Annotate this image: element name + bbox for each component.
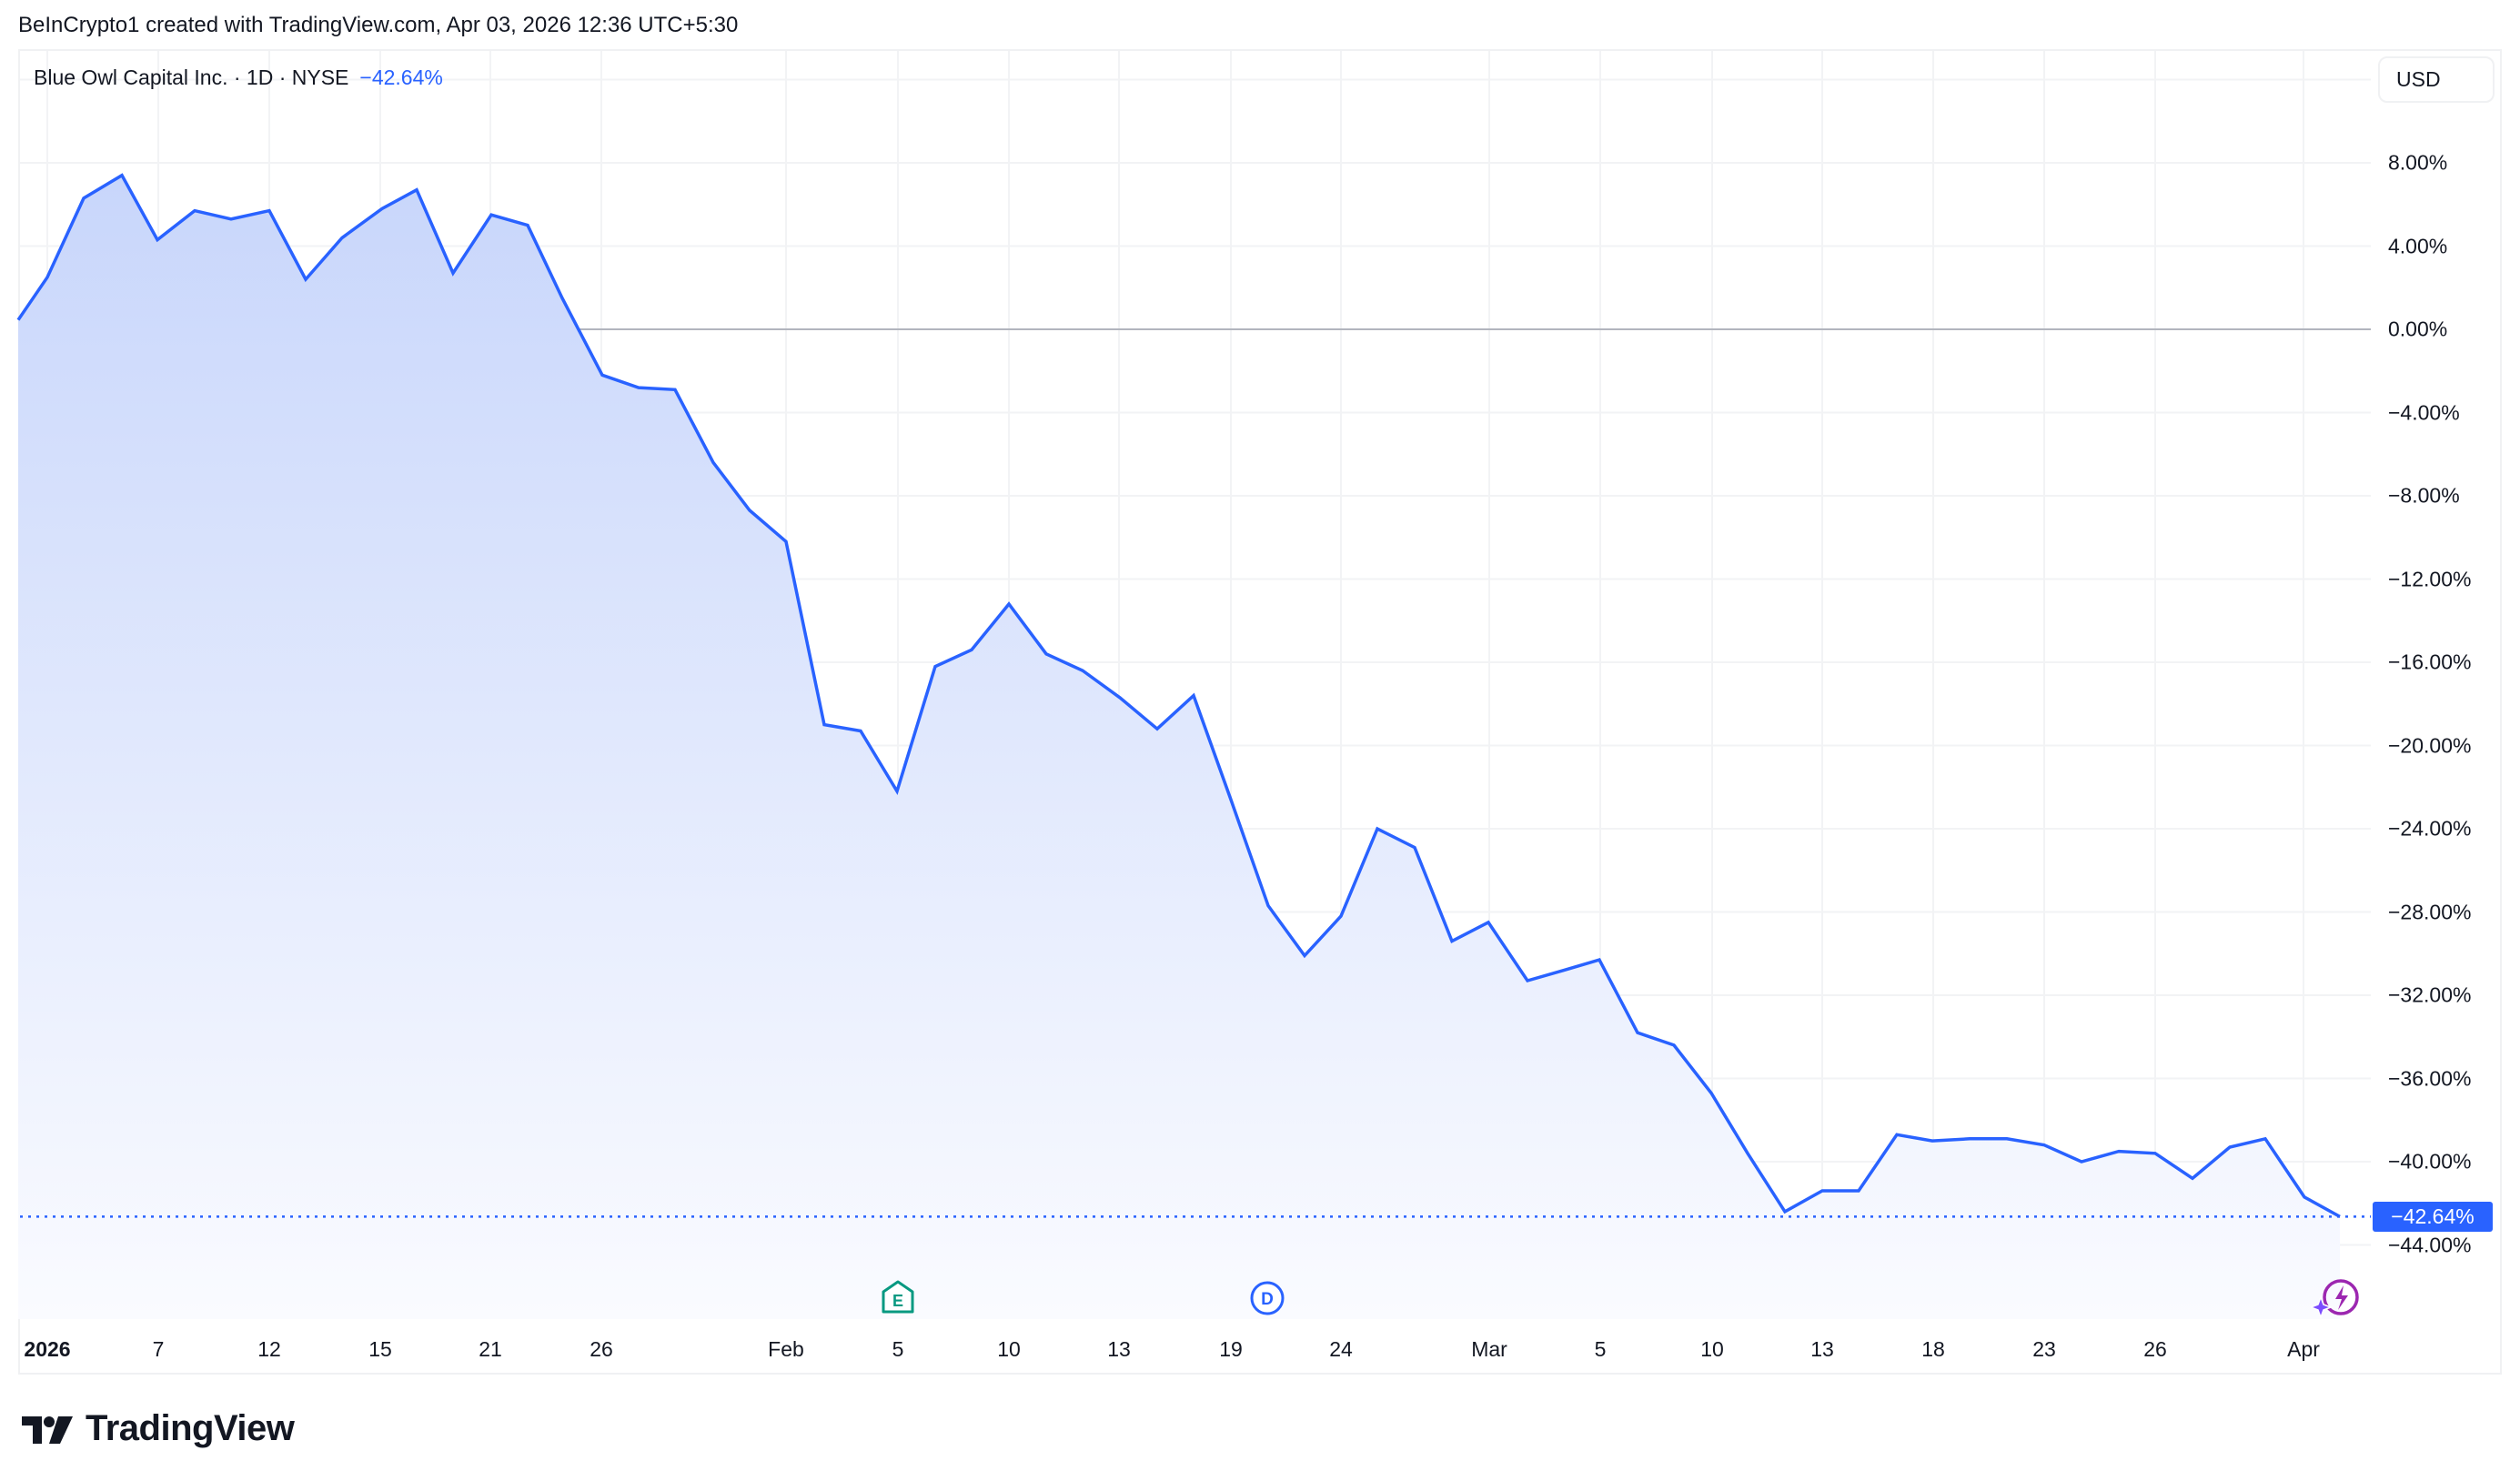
price-axis-label: −32.00% [2388,982,2472,1007]
symbol-change: −42.64% [359,65,443,89]
time-axis-label: Apr [2287,1337,2320,1361]
latest-update-bolt-icon[interactable] [2308,1277,2362,1320]
price-axis-label: 8.00% [2388,150,2448,175]
symbol-title: Blue Owl Capital Inc. · 1D · NYSE [34,65,349,89]
time-axis-label: 10 [997,1337,1021,1361]
price-axis-label: −20.00% [2388,733,2472,757]
time-axis-label: 21 [479,1337,502,1361]
time-axis-label: 13 [1810,1337,1834,1361]
price-axis-label: −36.00% [2388,1066,2472,1090]
chart-attribution: BeInCrypto1 created with TradingView.com… [18,13,739,37]
area-fill [18,175,2340,1320]
tradingview-logo[interactable]: TradingView [22,1408,295,1449]
price-axis-label: −16.00% [2388,650,2472,674]
time-axis-label: 24 [1329,1337,1353,1361]
last-value-badge: −42.64% [2373,1202,2493,1232]
currency-button[interactable]: USD [2378,56,2495,103]
time-axis-label: 23 [2032,1337,2056,1361]
tradingview-wordmark: TradingView [86,1408,295,1448]
price-axis-label: 0.00% [2388,317,2448,341]
tradingview-logo-icon [22,1416,73,1444]
price-axis-label: −12.00% [2388,567,2472,590]
time-axis-label: 10 [1700,1337,1724,1361]
price-axis-label: −44.00% [2388,1233,2472,1256]
time-axis-label: 2026 [24,1337,71,1361]
price-axis-label: 4.00% [2388,234,2448,257]
price-axis-label: −28.00% [2388,900,2472,923]
time-axis-label: Feb [768,1337,804,1361]
time-axis-label: 26 [590,1337,613,1361]
time-axis-label: 15 [368,1337,392,1361]
earnings-event-icon[interactable]: E [880,1279,916,1315]
time-axis-label: 26 [2143,1337,2167,1361]
time-axis-label: 19 [1219,1337,1243,1361]
time-axis-label: 7 [152,1337,165,1361]
price-axis-label: −24.00% [2388,816,2472,841]
dividend-event-icon[interactable]: D [1249,1280,1285,1316]
price-line [16,173,2341,1218]
symbol-legend[interactable]: Blue Owl Capital Inc. · 1D · NYSE −42.64% [34,65,443,90]
price-axis-label: −4.00% [2388,400,2460,424]
time-axis-label: Mar [1471,1337,1507,1361]
time-axis-label: 12 [257,1337,281,1361]
time-axis-label: 5 [892,1337,904,1361]
svg-text:D: D [1261,1290,1274,1309]
time-axis-label: 13 [1107,1337,1131,1361]
price-axis-label: −8.00% [2388,483,2460,508]
time-axis-label: 5 [1594,1337,1607,1361]
time-axis-label: 18 [1921,1337,1945,1361]
svg-text:E: E [892,1292,903,1310]
price-axis-label: −40.00% [2388,1149,2472,1174]
